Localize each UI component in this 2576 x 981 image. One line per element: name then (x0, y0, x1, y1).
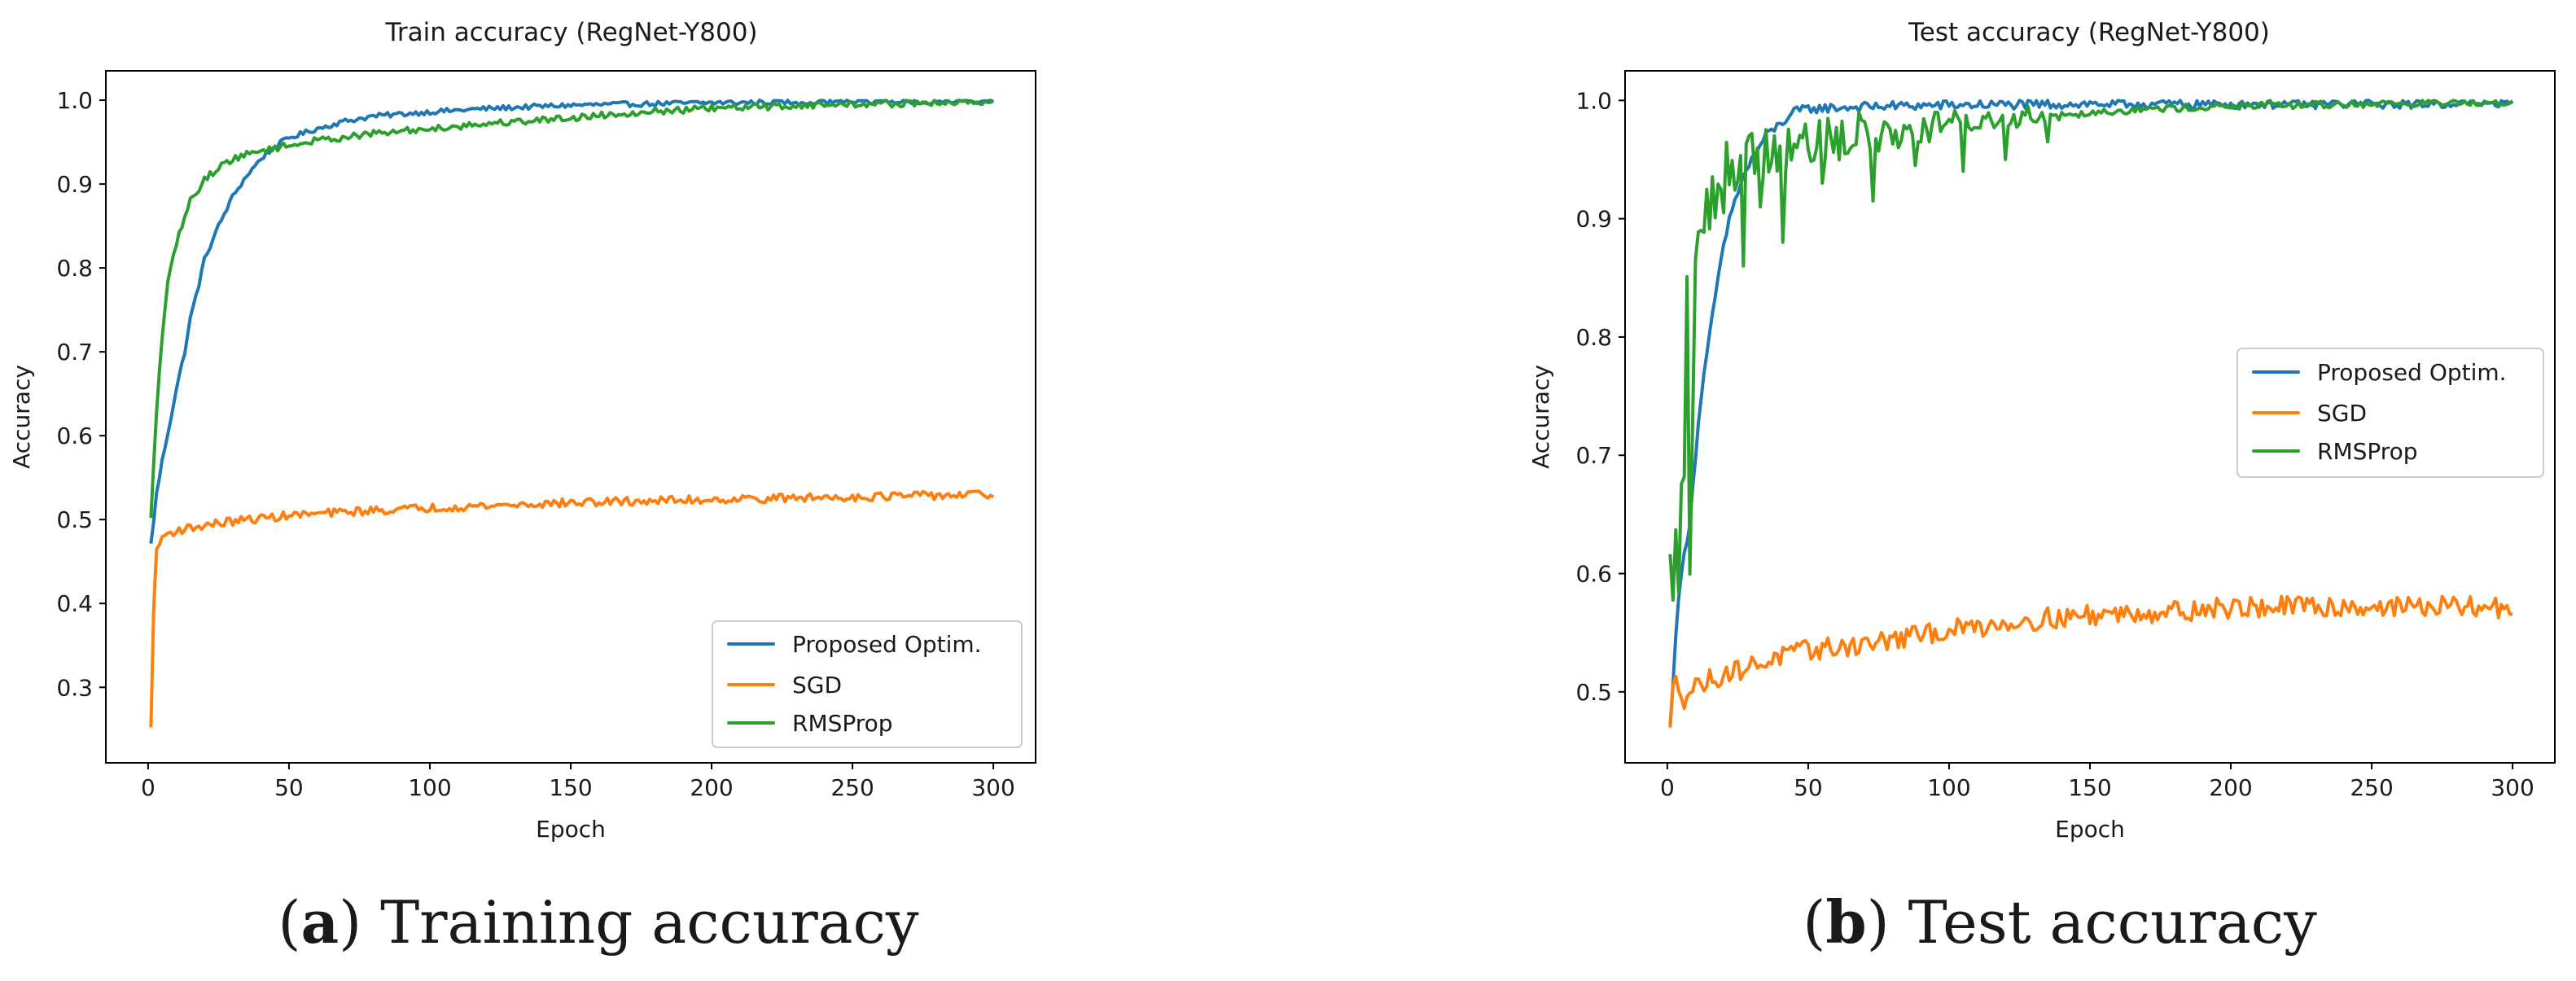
caption-a-text: Training accuracy (361, 888, 919, 957)
series-line-sgd (149, 489, 995, 728)
series-line-proposed-optim (1668, 99, 2514, 725)
y-tick-label: 0.5 (1575, 679, 1612, 706)
caption-b-text: Test accuracy (1890, 888, 2317, 957)
x-tick-label: 150 (549, 774, 592, 801)
legend-box (712, 620, 1023, 748)
y-axis-label: Accuracy (8, 365, 35, 469)
legend-label-proposed: Proposed Optim. (2317, 359, 2507, 386)
caption-b-label: b (1825, 887, 1866, 957)
y-tick-label: 0.6 (56, 423, 93, 449)
y-tick-label: 0.6 (1575, 561, 1612, 588)
x-tick-label: 300 (971, 774, 1014, 801)
x-tick-label: 100 (1927, 774, 1970, 801)
y-tick-label: 0.3 (56, 674, 93, 701)
y-tick-label: 0.7 (56, 339, 93, 366)
y-tick-label: 0.4 (56, 590, 93, 617)
y-tick-label: 0.7 (1575, 442, 1612, 469)
x-tick-label: 100 (408, 774, 451, 801)
caption-b: (b) Test accuracy (1803, 887, 2317, 957)
x-tick-label: 50 (274, 774, 304, 801)
series-lines (149, 99, 995, 728)
caption-a: (a) Training accuracy (278, 887, 918, 957)
x-tick-label: 150 (2068, 774, 2111, 801)
y-axis-ticks: 0.3 0.4 0.5 0.6 0.7 0.8 0.9 1.0 (56, 87, 106, 701)
test-accuracy-chart: Test accuracy (RegNet-Y800) 0 50 100 150 200… (1527, 18, 2556, 843)
y-axis-label: Accuracy (1527, 365, 1554, 469)
train-accuracy-chart: Train accuracy (RegNet-Y800) 0 50 100 150 20… (8, 18, 1036, 843)
x-tick-label: 250 (830, 774, 874, 801)
x-tick-label: 200 (2209, 774, 2252, 801)
x-tick-label: 0 (1660, 774, 1675, 801)
x-tick-label: 200 (690, 774, 733, 801)
y-tick-label: 1.0 (56, 87, 93, 114)
series-line-rmsprop (1668, 99, 2514, 602)
y-tick-label: 0.9 (56, 171, 93, 198)
y-tick-label: 0.9 (1575, 206, 1612, 233)
legend-box (2236, 348, 2544, 478)
x-tick-label: 50 (1794, 774, 1823, 801)
x-axis-ticks: 0 50 100 150 200 250 300 (141, 763, 1015, 801)
series-line-sgd (1668, 594, 2513, 728)
legend-label-rmsprop: RMSProp (2317, 438, 2418, 465)
legend-label-rmsprop: RMSProp (792, 710, 893, 737)
caption-a-label: a (301, 887, 340, 957)
legend-label-sgd: SGD (2317, 400, 2367, 427)
y-tick-label: 0.8 (1575, 324, 1612, 351)
legend: Proposed Optim. SGD RMSProp (712, 620, 1023, 748)
chart-title: Test accuracy (RegNet-Y800) (1908, 18, 2270, 47)
legend-label-proposed: Proposed Optim. (792, 631, 982, 658)
legend-label-sgd: SGD (792, 672, 842, 699)
x-axis-label: Epoch (2055, 816, 2125, 843)
x-tick-label: 250 (2350, 774, 2393, 801)
y-tick-label: 0.5 (56, 506, 93, 533)
y-axis-ticks: 0.5 0.6 0.7 0.8 0.9 1.0 (1575, 87, 1625, 706)
series-line-proposed-optim (149, 99, 994, 545)
series-lines (1668, 99, 2514, 728)
x-axis-label: Epoch (536, 816, 606, 843)
x-axis-ticks: 0 50 100 150 200 250 300 (1660, 763, 2534, 801)
y-tick-label: 1.0 (1575, 87, 1612, 114)
legend: Proposed Optim. SGD RMSProp (2236, 348, 2544, 478)
x-tick-label: 300 (2491, 774, 2534, 801)
x-tick-label: 0 (141, 774, 156, 801)
y-tick-label: 0.8 (56, 255, 93, 282)
series-line-rmsprop (149, 99, 995, 519)
chart-title: Train accuracy (RegNet-Y800) (384, 18, 757, 47)
